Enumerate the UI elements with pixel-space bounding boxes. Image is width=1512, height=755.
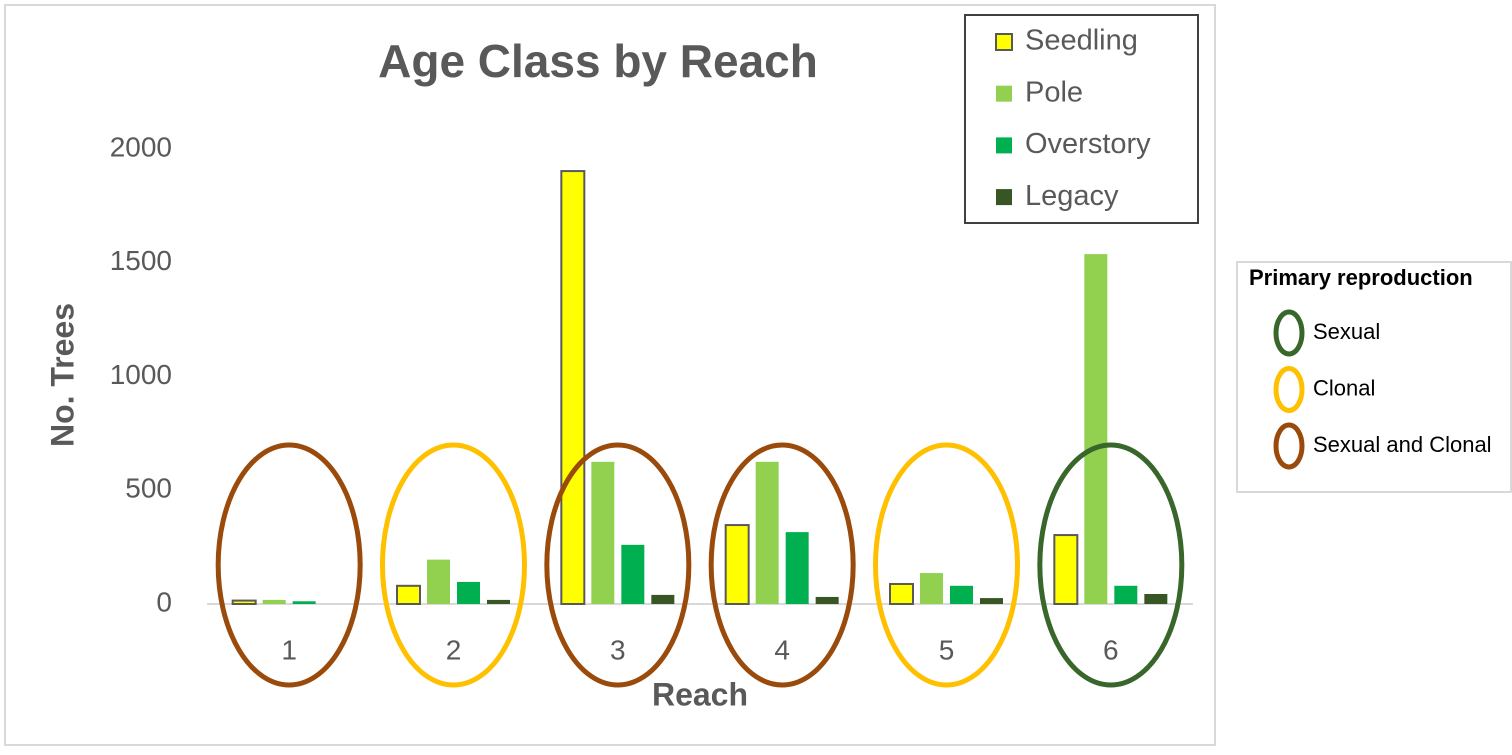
bar xyxy=(591,461,615,604)
bar xyxy=(292,601,316,604)
reproduction-legend-title: Primary reproduction xyxy=(1249,265,1473,290)
category-circle xyxy=(873,442,1020,688)
bar xyxy=(980,598,1003,604)
reproduction-legend-label: Sexual xyxy=(1313,319,1380,344)
category-circle xyxy=(215,442,363,688)
category-circle xyxy=(380,442,527,688)
x-tick-label: 1 xyxy=(281,634,297,665)
bar xyxy=(920,573,943,604)
bar xyxy=(427,559,450,604)
bar xyxy=(231,599,257,606)
chart-title: Age Class by Reach xyxy=(378,35,818,87)
x-tick-label: 3 xyxy=(610,634,626,665)
reproduction-legend-label: Sexual and Clonal xyxy=(1313,432,1492,457)
x-tick-label: 6 xyxy=(1103,634,1119,665)
bar xyxy=(396,584,421,605)
y-tick-label: 2000 xyxy=(110,131,172,162)
x-axis-label: Reach xyxy=(652,676,748,712)
legend-marker xyxy=(996,137,1012,154)
bar xyxy=(1114,585,1138,604)
legend-label: Pole xyxy=(1025,76,1083,108)
bar xyxy=(815,596,839,604)
legend-marker xyxy=(996,189,1012,206)
bar xyxy=(560,170,586,605)
bar xyxy=(950,585,973,604)
category-circle xyxy=(708,442,856,688)
bar xyxy=(724,524,750,605)
bar xyxy=(889,582,914,605)
bar xyxy=(1144,593,1168,604)
x-tick-label: 2 xyxy=(446,634,462,665)
category-circle xyxy=(544,442,692,688)
bar xyxy=(621,544,645,604)
category-circle xyxy=(1037,442,1185,688)
legend-label: Overstory xyxy=(1025,128,1151,160)
bar xyxy=(651,594,675,604)
legend-label: Legacy xyxy=(1025,180,1119,212)
reproduction-legend-marker xyxy=(1273,366,1305,413)
bar xyxy=(487,599,510,604)
bar xyxy=(262,599,286,604)
x-tick-label: 5 xyxy=(939,634,955,665)
reproduction-legend-marker xyxy=(1273,422,1305,470)
y-axis-label: No. Trees xyxy=(44,303,80,447)
bar xyxy=(457,581,480,604)
bar xyxy=(755,461,779,604)
y-tick-label: 500 xyxy=(125,473,172,504)
y-tick-label: 0 xyxy=(156,586,172,617)
bar xyxy=(1053,534,1079,606)
reproduction-legend-box xyxy=(1236,261,1512,493)
legend-label: Seedling xyxy=(1025,25,1138,57)
bar xyxy=(1084,254,1108,605)
legend-marker xyxy=(995,33,1013,51)
reproduction-legend-marker xyxy=(1273,309,1305,357)
legend-marker xyxy=(996,85,1012,102)
y-tick-label: 1000 xyxy=(110,359,172,390)
reproduction-legend-label: Clonal xyxy=(1313,375,1375,400)
bar xyxy=(785,532,809,604)
y-tick-label: 1500 xyxy=(110,245,172,276)
x-tick-label: 4 xyxy=(774,634,790,665)
